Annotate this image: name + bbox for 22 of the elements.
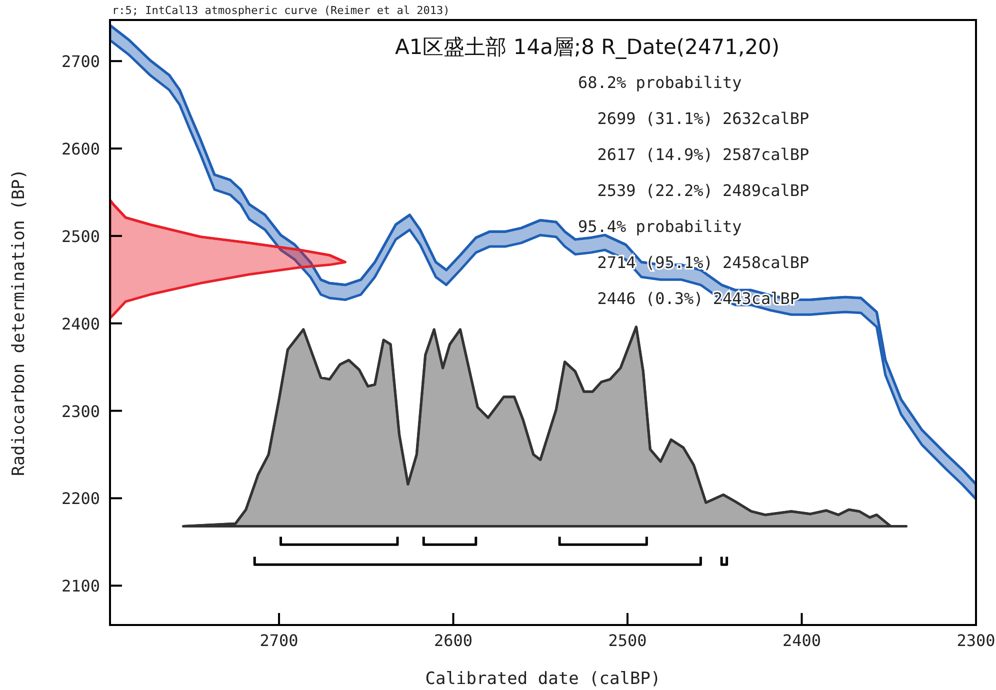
annotation: 2539 (22.2%) 2489calBP: [578, 181, 810, 200]
annotation: 2699 (31.1%) 2632calBP: [578, 109, 810, 128]
y-tick-label: 2100: [61, 576, 100, 596]
line-series: [110, 198, 346, 264]
y-axis-title: Radiocarbon determination (BP): [9, 168, 29, 476]
y-tick-label: 2700: [61, 52, 100, 72]
x-tick-label: 2300: [956, 631, 996, 650]
text: A1区盛土部 14a層;8 R_Date(2471,20): [395, 35, 780, 59]
x-tick-label: 2400: [782, 631, 822, 650]
y-tick-label: 2400: [61, 314, 100, 334]
x-tick-label: 2600: [434, 631, 473, 650]
y-tick-label: 2300: [61, 402, 100, 421]
annotation: 95.4% probability: [578, 217, 742, 236]
text: r:5; IntCal13 atmospheric curve (Reimer et al 2013): [112, 4, 450, 17]
x-tick-label: 2700: [260, 631, 298, 650]
y-tick-label: 2600: [61, 140, 100, 159]
annotation: 68.2% probability: [578, 73, 742, 92]
y-tick-label: 2200: [61, 489, 100, 508]
x-tick-label: 2500: [608, 631, 647, 650]
y-tick-label: 2500: [61, 226, 100, 246]
x-axis-title: Calibrated date (calBP): [425, 669, 661, 689]
annotation: 2617 (14.9%) 2587calBP: [578, 145, 810, 164]
